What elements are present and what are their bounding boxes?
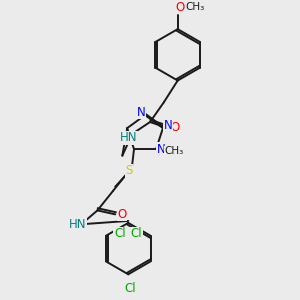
Text: O: O <box>170 122 179 134</box>
Text: Cl: Cl <box>124 282 136 295</box>
Text: CH₃: CH₃ <box>164 146 184 156</box>
Text: O: O <box>118 208 127 221</box>
Text: CH₃: CH₃ <box>186 2 205 12</box>
Text: S: S <box>125 164 133 177</box>
Text: O: O <box>175 1 184 14</box>
Text: N: N <box>137 106 146 119</box>
Text: Cl: Cl <box>131 227 142 240</box>
Text: HN: HN <box>119 131 137 144</box>
Text: N: N <box>157 142 165 156</box>
Text: N: N <box>164 118 172 132</box>
Text: HN: HN <box>69 218 86 231</box>
Text: Cl: Cl <box>114 227 126 240</box>
